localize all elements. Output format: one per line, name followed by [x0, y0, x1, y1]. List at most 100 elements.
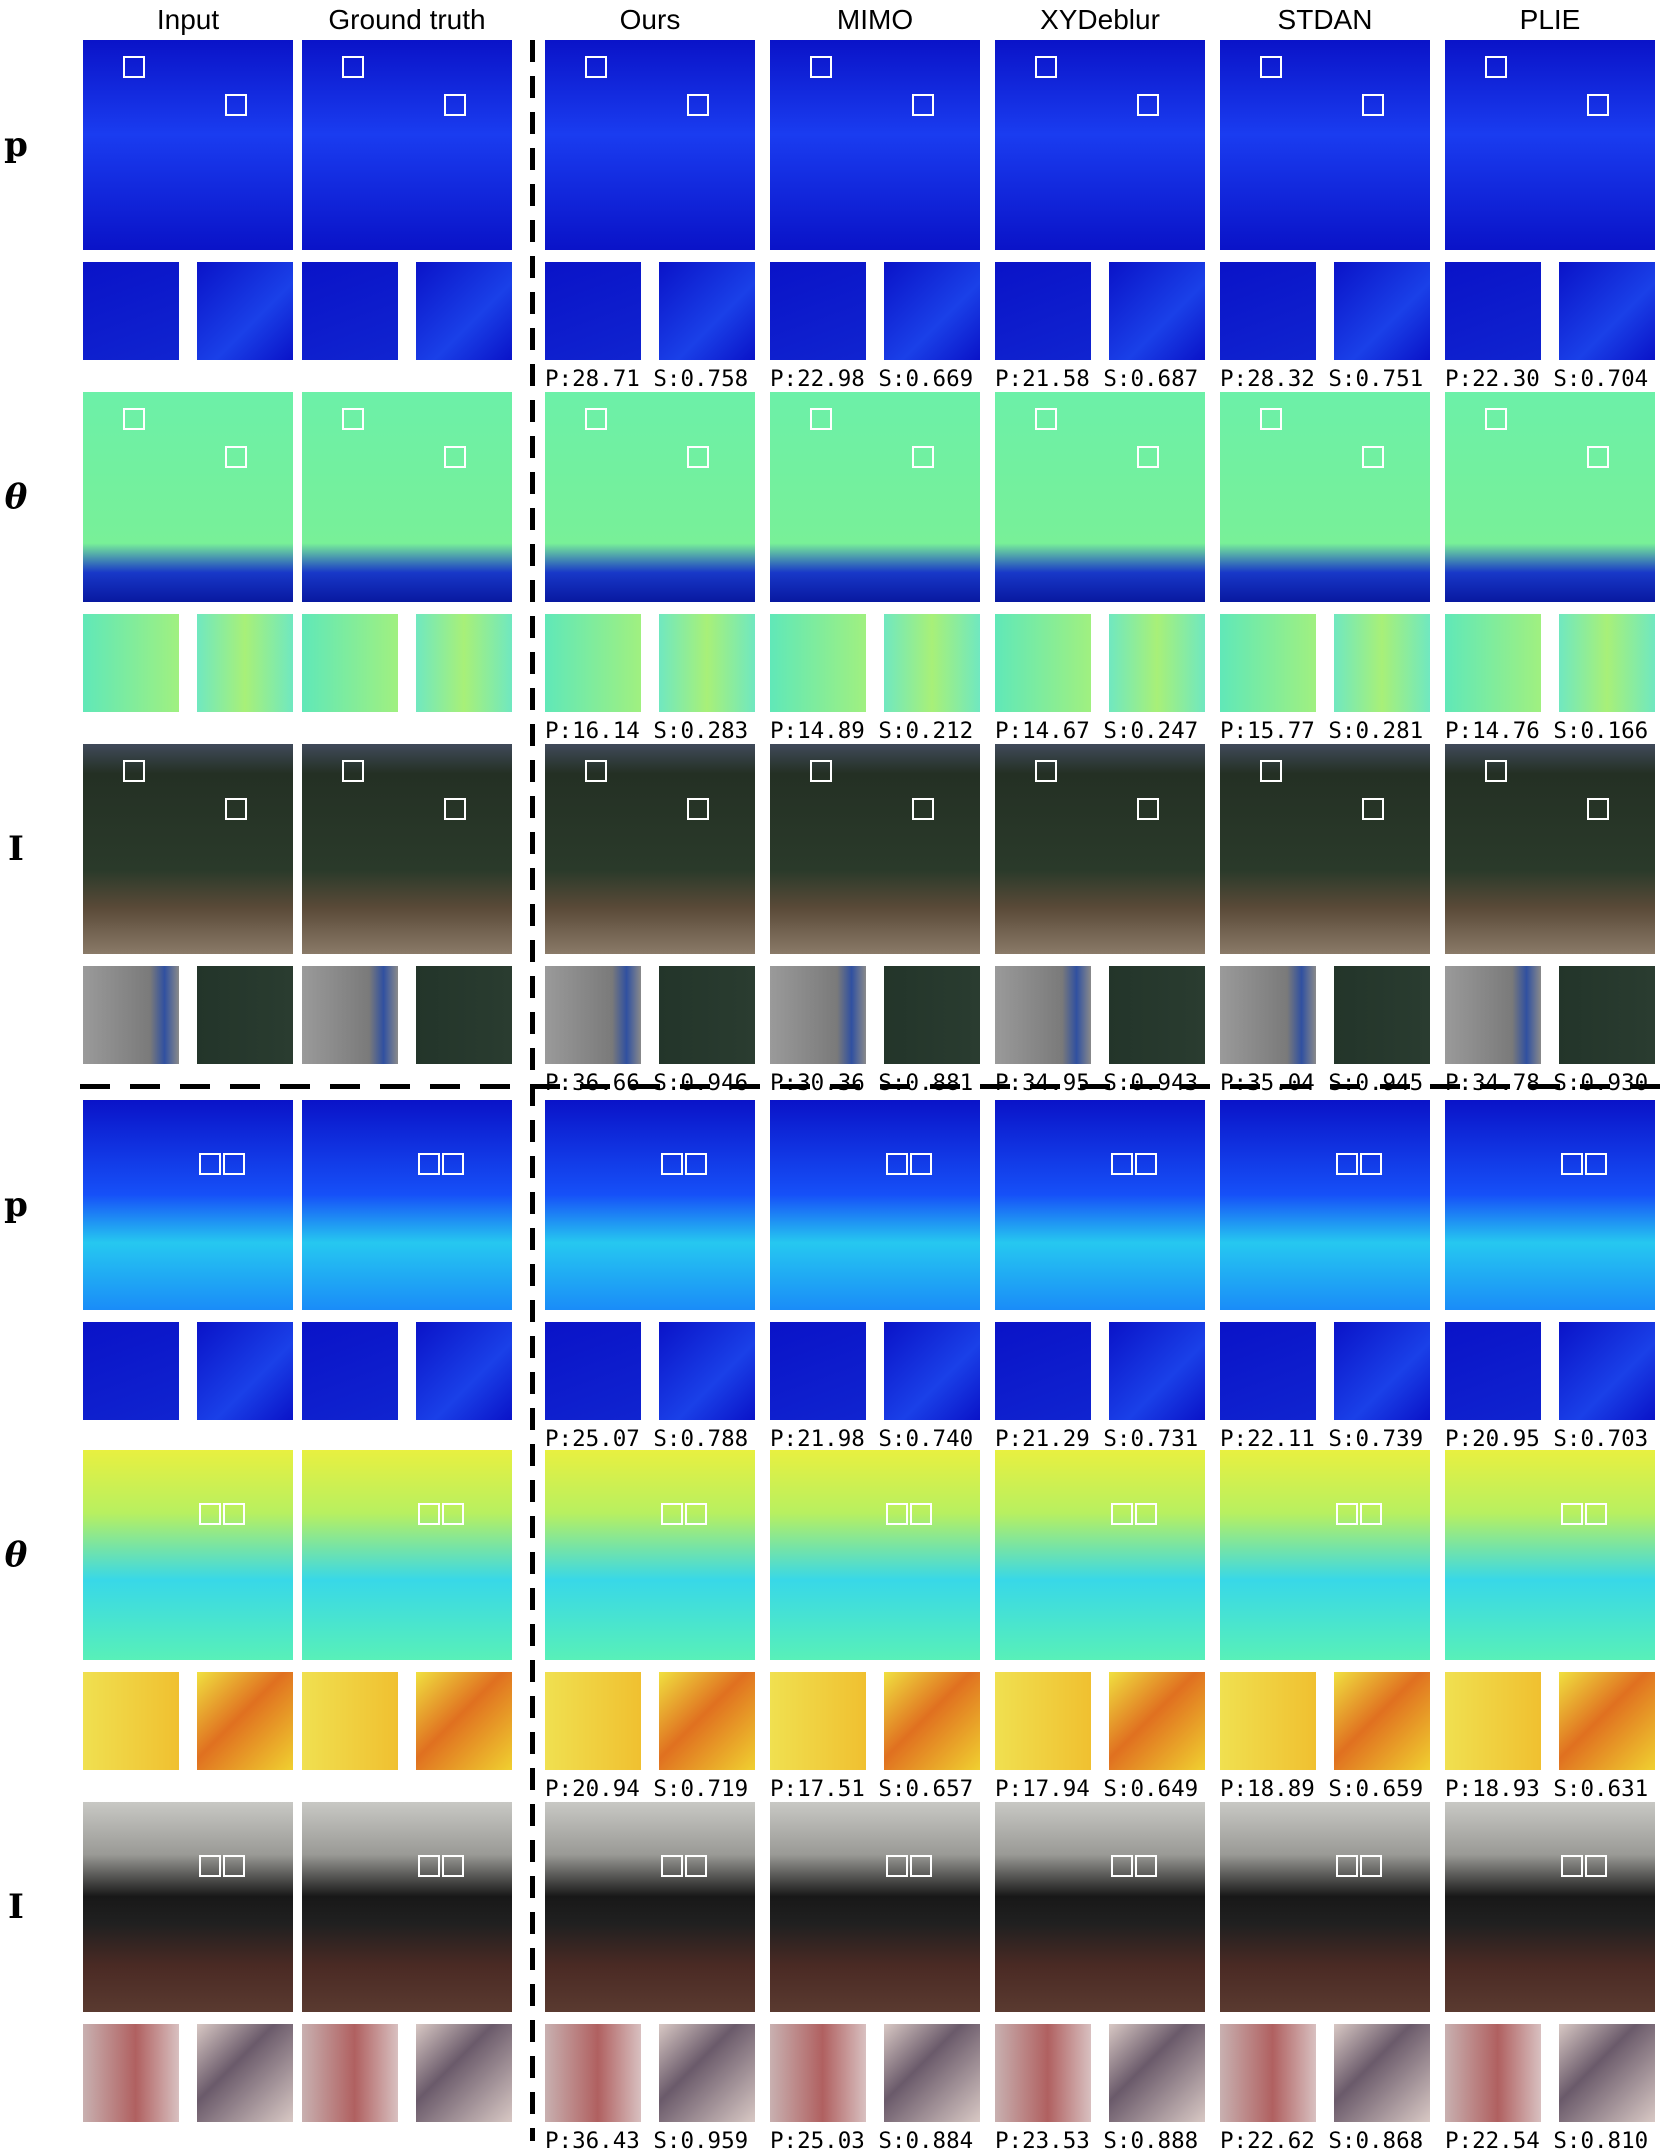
- crop-left: [545, 1322, 641, 1420]
- crop-left: [770, 2024, 866, 2122]
- zoom-box: [1485, 408, 1507, 430]
- zoom-box: [912, 94, 934, 116]
- zoom-box: [912, 798, 934, 820]
- crop-right: [197, 614, 293, 712]
- zoom-box: [912, 446, 934, 468]
- crop-right: [1334, 2024, 1430, 2122]
- image-p-stdan: [1220, 1100, 1430, 1310]
- zoom-box: [442, 1153, 464, 1175]
- crop-right: [1334, 614, 1430, 712]
- zoom-box: [342, 760, 364, 782]
- image-p-stdan: [1220, 40, 1430, 250]
- metric-value: P:36.43 S:0.959: [545, 2128, 749, 2154]
- zoom-box: [1585, 1503, 1607, 1525]
- zoom-box: [225, 94, 247, 116]
- zoom-box: [1336, 1503, 1358, 1525]
- crop-left: [1220, 1672, 1316, 1770]
- image-theta-xydeblur: [995, 392, 1205, 602]
- zoom-box: [1587, 798, 1609, 820]
- metric-value: P:30.36 S:0.881: [770, 1070, 974, 1096]
- crop-left: [83, 262, 179, 360]
- image-p-ground-truth: [302, 40, 512, 250]
- metric-value: P:22.11 S:0.739: [1220, 1426, 1424, 1452]
- zoom-box: [123, 56, 145, 78]
- image-p-mimo: [770, 1100, 980, 1310]
- crop-right: [416, 614, 512, 712]
- column-header-xydeblur: XYDeblur: [1040, 4, 1160, 35]
- crop-right: [197, 1672, 293, 1770]
- crop-right: [884, 1672, 980, 1770]
- crop-right: [659, 614, 755, 712]
- zoom-box: [223, 1855, 245, 1877]
- image-intensity-ground-truth: [302, 744, 512, 954]
- image-theta-ours: [545, 392, 755, 602]
- zoom-box: [342, 408, 364, 430]
- crop-right: [1559, 1672, 1655, 1770]
- crop-right: [416, 2024, 512, 2122]
- crop-left: [302, 2024, 398, 2122]
- image-p-xydeblur: [995, 40, 1205, 250]
- image-intensity-input: [83, 1802, 293, 2012]
- zoom-box: [418, 1855, 440, 1877]
- crop-left: [302, 966, 398, 1064]
- crop-right: [1559, 2024, 1655, 2122]
- crop-left: [1445, 262, 1541, 360]
- crop-left: [302, 614, 398, 712]
- metric-value: P:25.07 S:0.788: [545, 1426, 749, 1452]
- image-p-ours: [545, 40, 755, 250]
- zoom-box: [1485, 760, 1507, 782]
- image-theta-plie: [1445, 392, 1655, 602]
- zoom-box: [1135, 1153, 1157, 1175]
- crop-left: [545, 262, 641, 360]
- zoom-box: [1035, 408, 1057, 430]
- zoom-box: [1260, 760, 1282, 782]
- zoom-box: [225, 798, 247, 820]
- image-theta-ground-truth: [302, 392, 512, 602]
- metric-value: P:22.54 S:0.810: [1445, 2128, 1649, 2154]
- crop-right: [659, 2024, 755, 2122]
- column-header-mimo: MIMO: [836, 4, 914, 35]
- zoom-box: [199, 1855, 221, 1877]
- image-theta-mimo: [770, 1450, 980, 1660]
- crop-left: [1445, 614, 1541, 712]
- crop-left: [83, 1672, 179, 1770]
- metric-value: P:14.89 S:0.212: [770, 718, 974, 744]
- crop-left: [545, 2024, 641, 2122]
- metric-value: P:22.30 S:0.704: [1445, 366, 1649, 392]
- zoom-box: [585, 760, 607, 782]
- metric-value: P:17.51 S:0.657: [770, 1776, 974, 1802]
- crop-left: [545, 614, 641, 712]
- image-intensity-mimo: [770, 744, 980, 954]
- crop-left: [83, 1322, 179, 1420]
- crop-right: [1334, 1672, 1430, 1770]
- zoom-box: [1135, 1503, 1157, 1525]
- metric-value: P:34.78 S:0.930: [1445, 1070, 1649, 1096]
- row-label-theta: θ: [4, 477, 28, 517]
- metric-value: P:18.89 S:0.659: [1220, 1776, 1424, 1802]
- zoom-box: [442, 1503, 464, 1525]
- zoom-box: [123, 760, 145, 782]
- image-p-plie: [1445, 1100, 1655, 1310]
- image-theta-input: [83, 1450, 293, 1660]
- image-p-ground-truth: [302, 1100, 512, 1310]
- crop-left: [995, 1672, 1091, 1770]
- zoom-box: [199, 1153, 221, 1175]
- zoom-box: [123, 408, 145, 430]
- zoom-box: [1587, 94, 1609, 116]
- zoom-box: [199, 1503, 221, 1525]
- zoom-box: [1336, 1855, 1358, 1877]
- crop-right: [1334, 1322, 1430, 1420]
- metric-value: P:34.95 S:0.943: [995, 1070, 1199, 1096]
- crop-left: [302, 262, 398, 360]
- crop-right: [1109, 1672, 1205, 1770]
- crop-right: [884, 262, 980, 360]
- zoom-box: [1362, 798, 1384, 820]
- zoom-box: [442, 1855, 464, 1877]
- metric-value: P:15.77 S:0.281: [1220, 718, 1424, 744]
- zoom-box: [1336, 1153, 1358, 1175]
- zoom-box: [1362, 94, 1384, 116]
- image-theta-ground-truth: [302, 1450, 512, 1660]
- zoom-box: [1485, 56, 1507, 78]
- zoom-box: [1111, 1153, 1133, 1175]
